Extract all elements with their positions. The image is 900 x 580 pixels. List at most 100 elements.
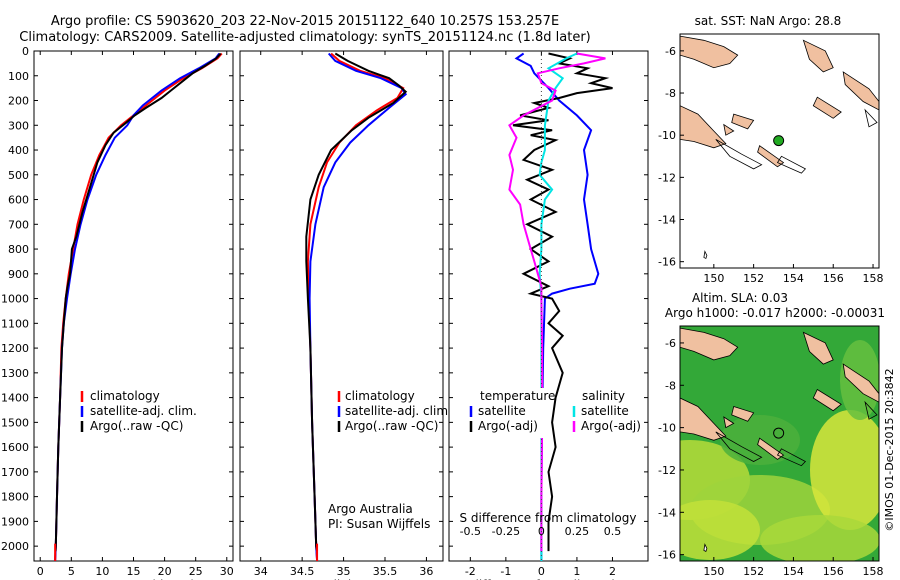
y-tick-label: 300 [8,119,29,132]
reef-outline [715,431,763,462]
land-mass [723,123,735,136]
land-mass [680,105,727,149]
x-tick-label: 2 [609,565,616,578]
argo-marker [773,427,785,439]
x-tick-label: 152 [743,272,764,285]
x-tick-label: 154 [783,565,804,578]
y-tick-label: 1200 [1,342,29,355]
y-tick-label: 1300 [1,367,29,380]
legend-label: satellite-adj. clim. [90,404,197,418]
legend-label: Argo(-adj) [581,419,641,433]
series-line [512,52,613,552]
y-tick-label: -16 [658,256,676,269]
s-axis-label: S difference from climatology [460,511,637,525]
x-tick-label: 156 [823,272,844,285]
series-line [508,52,606,552]
x-axis-label: T difference from climatology [459,578,637,580]
x-tick-label: 150 [703,565,724,578]
islet [703,543,708,552]
y-tick-label: 1100 [1,317,29,330]
s-tick-label: 0.5 [604,525,622,538]
y-tick-label: 2000 [1,540,29,553]
x-tick-label: 34 [254,565,268,578]
temperature-panel: 0100200300400500600700800900100011001200… [1,45,234,580]
reef-outline [776,448,807,467]
y-tick-label: 900 [8,268,29,281]
credit-text: ©IMOS 01-Dec-2015 20:3842 [883,368,896,531]
x-tick-label: 30 [220,565,234,578]
legend-label: climatology [345,389,415,403]
y-tick-label: 200 [8,95,29,108]
legend-label: satellite [581,404,629,418]
x-axis-label: salinity [320,578,363,580]
y-tick-label: -10 [658,129,676,142]
reef-outline [715,139,763,170]
x-tick-label: 150 [703,272,724,285]
y-tick-label: -8 [665,379,676,392]
sla-anomaly [760,515,879,561]
land-mass [723,416,735,429]
s-tick-label: 0 [538,525,545,538]
s-tick-label: -0.5 [460,525,481,538]
s-tick-label: -0.25 [492,525,520,538]
legend-label: Argo(..raw -QC) [345,419,438,433]
land-mass [757,145,785,168]
map-area [680,326,879,561]
land-mass [812,96,842,119]
land-mass [731,113,755,130]
y-tick-label: -14 [658,506,676,519]
x-tick-label: 10 [95,565,109,578]
legend-label: satellite [478,404,526,418]
y-tick-label: 400 [8,144,29,157]
y-tick-label: 1900 [1,515,29,528]
y-tick-label: -8 [665,87,676,100]
y-tick-label: 800 [8,243,29,256]
x-tick-label: 0 [538,565,545,578]
y-tick-label: -14 [658,214,676,227]
y-tick-label: 700 [8,218,29,231]
reef-outline [864,108,878,128]
argo-marker [773,135,785,147]
y-tick-label: -10 [658,422,676,435]
plot-frame [448,50,649,562]
y-tick-label: -6 [665,45,676,58]
map-frame [679,33,880,269]
plot-frame [33,50,234,562]
y-tick-label: 1600 [1,441,29,454]
x-tick-label: 35 [337,565,351,578]
x-tick-label: 15 [127,565,141,578]
x-tick-label: 20 [158,565,172,578]
land-mass [757,437,785,460]
x-tick-label: 0 [37,565,44,578]
legend-label: satellite-adj. clim. [345,404,452,418]
y-tick-label: 1700 [1,466,29,479]
reef-outline [776,155,807,174]
y-tick-label: 1800 [1,491,29,504]
x-tick-label: 5 [68,565,75,578]
y-tick-label: -16 [658,549,676,562]
y-tick-label: 1500 [1,416,29,429]
map-area [680,34,879,268]
x-tick-label: 152 [743,565,764,578]
legend-title: temperature [480,389,555,403]
note-text: PI: Susan Wijffels [328,517,430,531]
legend-label: climatology [90,389,160,403]
land-mass [680,327,739,361]
x-tick-label: 154 [783,272,804,285]
x-tick-label: 34.5 [290,565,315,578]
legend-bg [470,388,545,438]
x-tick-label: 1 [573,565,580,578]
y-tick-label: 100 [8,70,29,83]
land-mass [842,363,879,403]
land-mass [842,71,879,111]
sla-anomaly [810,410,879,530]
land-mass [680,35,739,69]
series-line [54,52,222,552]
land-mass [680,397,727,441]
x-tick-label: 25 [189,565,203,578]
x-tick-label: 156 [823,565,844,578]
reef-outline [864,400,878,420]
y-tick-label: -6 [665,337,676,350]
x-tick-label: 35.5 [373,565,398,578]
